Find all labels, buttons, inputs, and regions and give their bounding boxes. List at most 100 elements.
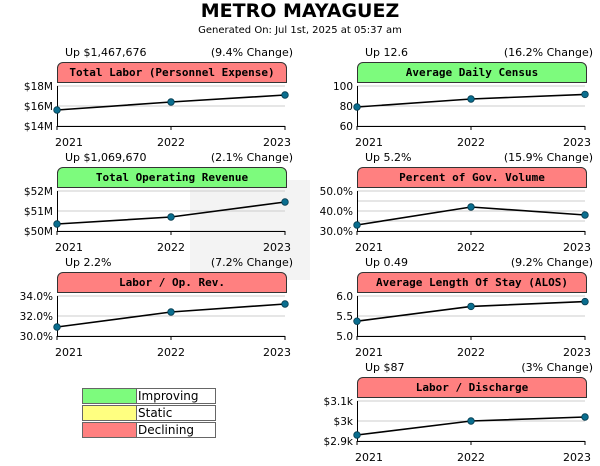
chart-svg: 2021 2022 2023 60 80 100 xyxy=(333,81,591,149)
x-tick-label: 2021 xyxy=(55,136,83,149)
legend-label: Static xyxy=(137,405,216,421)
y-tick-label: 34.0% xyxy=(20,291,53,303)
legend-label: Declining xyxy=(137,422,216,438)
panel-summary: Up $1,069,670 xyxy=(65,151,147,164)
data-point xyxy=(467,95,475,103)
page-title: METRO MAYAGUEZ xyxy=(200,0,400,22)
x-tick-label: 2022 xyxy=(157,241,185,254)
chart-panel-alos: Up 0.49 (9.2% Change) Average Length Of S… xyxy=(336,256,600,361)
x-tick-label: 2022 xyxy=(457,136,485,149)
panel-title-banner: Percent of Gov. Volume xyxy=(357,167,587,188)
y-tick-label: $50M xyxy=(24,226,53,238)
panel-change: (9.4% Change) xyxy=(210,46,293,59)
data-point xyxy=(167,213,175,221)
data-point xyxy=(281,300,289,308)
line-chart: 2021 2022 2023 $2.9k $3k $3.1k xyxy=(324,396,600,466)
data-point xyxy=(581,413,589,421)
data-point xyxy=(581,90,589,99)
y-tick-label: 6.0 xyxy=(336,291,353,303)
data-point xyxy=(467,203,475,211)
x-tick-label: 2023 xyxy=(563,241,591,254)
panel-change: (15.9% Change) xyxy=(503,151,593,164)
line-chart: 2021 2022 2023 $14M $16M $18M xyxy=(24,81,307,151)
chart-panel-average-daily-census: Up 12.6 (16.2% Change) Average Daily Cens… xyxy=(333,46,600,151)
y-tick-label: 5.0 xyxy=(336,331,353,343)
legend-item-static: Static xyxy=(82,405,216,422)
panel-title-banner: Total Labor (Personnel Expense) xyxy=(57,62,287,83)
x-tick-label: 2022 xyxy=(457,241,485,254)
data-point xyxy=(53,106,61,114)
panel-title-banner: Labor / Op. Rev. xyxy=(57,272,287,293)
x-tick-label: 2023 xyxy=(563,346,591,359)
legend-swatch xyxy=(82,388,137,404)
data-point xyxy=(353,221,361,229)
legend-item-improving: Improving xyxy=(82,388,216,405)
panel-title-banner: Average Daily Census xyxy=(357,62,587,83)
x-tick-label: 2021 xyxy=(355,451,383,464)
panel-summary: Up 12.6 xyxy=(365,46,409,59)
x-tick-label: 2021 xyxy=(355,346,383,359)
y-tick-label: 30.0% xyxy=(320,226,353,238)
y-tick-label: 5.5 xyxy=(336,311,353,323)
data-point xyxy=(53,220,61,228)
panel-change: (9.2% Change) xyxy=(510,256,593,269)
data-point xyxy=(353,103,361,111)
line-chart: 2021 2022 2023 30.0% 40.0% 50.0% xyxy=(320,186,600,256)
data-point xyxy=(353,431,361,439)
panel-summary: Up 0.49 xyxy=(365,256,409,269)
data-point xyxy=(467,417,475,425)
panel-summary: Up 5.2% xyxy=(365,151,412,164)
y-tick-label: $3k xyxy=(334,416,354,428)
chart-panel-labor-op-rev: Up 2.2% (7.2% Change) Labor / Op. Rev. 20… xyxy=(20,256,307,361)
panel-title-banner: Total Operating Revenue xyxy=(57,167,287,188)
y-tick-label: $18M xyxy=(24,81,53,93)
y-tick-label: $14M xyxy=(24,121,53,133)
x-tick-label: 2023 xyxy=(263,241,291,254)
chart-svg: 2021 2022 2023 $2.9k $3k $3.1k xyxy=(324,396,591,464)
legend: Improving Static Declining xyxy=(82,388,216,440)
y-tick-label: 100 xyxy=(333,81,353,93)
chart-panel-total-labor: Up $1,467,676 (9.4% Change) Total Labor (… xyxy=(24,46,307,151)
x-tick-label: 2022 xyxy=(157,136,185,149)
data-point xyxy=(167,308,175,316)
x-tick-label: 2023 xyxy=(563,136,591,149)
legend-item-declining: Declining xyxy=(82,422,216,439)
y-tick-label: 40.0% xyxy=(320,206,353,218)
y-tick-label: $52M xyxy=(24,186,53,198)
data-point xyxy=(281,91,289,99)
watermark-logo xyxy=(190,180,310,280)
panel-title-banner: Average Length Of Stay (ALOS) xyxy=(357,272,587,293)
chart-svg: 2021 2022 2023 $14M $16M $18M xyxy=(24,81,291,149)
data-point xyxy=(53,323,61,331)
x-tick-label: 2021 xyxy=(55,241,83,254)
panel-change: (2.1% Change) xyxy=(210,151,293,164)
chart-svg: 2021 2022 2023 $50M $51M $52M xyxy=(24,186,291,254)
panel-summary: Up $87 xyxy=(365,361,405,374)
y-tick-label: 60 xyxy=(340,121,353,133)
x-tick-label: 2022 xyxy=(457,346,485,359)
panel-summary: Up 2.2% xyxy=(65,256,112,269)
chart-panel-percent-gov-volume: Up 5.2% (15.9% Change) Percent of Gov. Vo… xyxy=(320,151,600,256)
x-tick-label: 2023 xyxy=(263,136,291,149)
y-tick-label: $51M xyxy=(24,206,53,218)
x-tick-label: 2022 xyxy=(457,451,485,464)
page-subtitle: Generated On: Jul 1st, 2025 at 05:37 am xyxy=(198,25,402,36)
chart-svg: 2021 2022 2023 5.0 5.5 6.0 xyxy=(336,291,591,359)
chart-panel-labor-discharge: Up $87 (3% Change) Labor / Discharge 2021… xyxy=(324,361,600,466)
y-tick-label: $3.1k xyxy=(324,396,354,408)
x-tick-label: 2023 xyxy=(263,346,291,359)
y-tick-label: 32.0% xyxy=(20,311,53,323)
line-chart: 2021 2022 2023 $50M $51M $52M xyxy=(24,186,307,256)
y-tick-label: $16M xyxy=(24,101,53,113)
data-point xyxy=(581,297,589,306)
x-tick-label: 2021 xyxy=(55,346,83,359)
panel-change: (3% Change) xyxy=(521,361,593,374)
panel-title-banner: Labor / Discharge xyxy=(357,377,587,398)
data-point xyxy=(581,211,589,219)
x-tick-label: 2022 xyxy=(157,346,185,359)
x-tick-label: 2021 xyxy=(355,241,383,254)
data-point xyxy=(467,302,475,311)
y-tick-label: $2.9k xyxy=(324,436,354,448)
legend-label: Improving xyxy=(137,388,216,404)
line-chart: 2021 2022 2023 5.0 5.5 6.0 xyxy=(336,291,600,361)
